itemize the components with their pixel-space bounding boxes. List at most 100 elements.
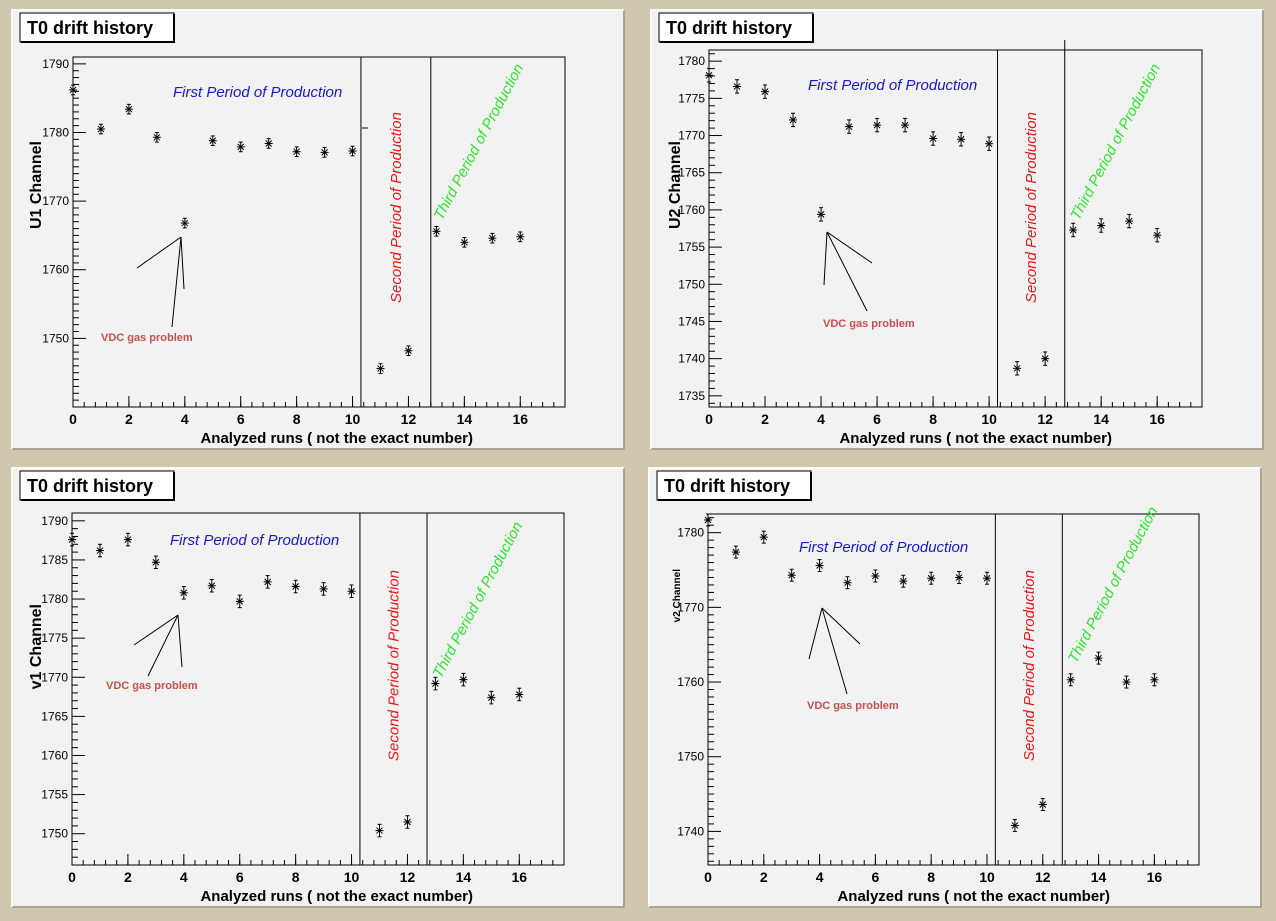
marker-stroke <box>487 694 495 701</box>
y-tick-label: 1770 <box>678 129 705 143</box>
marker-stroke <box>789 116 797 124</box>
title-frame <box>656 470 812 501</box>
chart-v2: T0 drift history 1740 1750 1760 1770 1780 0 2 4 6… <box>656 470 1200 905</box>
data-point <box>291 579 300 594</box>
x-axis-title: Analyzed runs ( not the exact number) <box>200 430 473 447</box>
marker-stroke <box>816 562 823 569</box>
y-tick-label: 1780 <box>677 526 704 540</box>
data-point <box>96 123 105 135</box>
data-point <box>432 226 441 237</box>
data-point <box>69 84 77 96</box>
title-shadow-bottom <box>21 499 175 501</box>
second-period-label: Second Period of Production <box>1023 112 1040 303</box>
chart-title: T0 drift history <box>27 18 153 38</box>
data-point <box>68 532 76 547</box>
data-point <box>982 571 991 585</box>
gas-arrow-line <box>808 607 823 660</box>
data-point <box>815 559 824 573</box>
data-point <box>843 576 852 590</box>
title-shadow-right <box>810 472 812 501</box>
data-point <box>151 555 160 570</box>
data-point <box>845 119 854 134</box>
x-tick-label: 8 <box>927 869 935 885</box>
marker-stroke <box>125 105 133 113</box>
marker-stroke <box>432 680 439 687</box>
data-point <box>873 117 882 133</box>
gas-arrow-line <box>821 607 848 695</box>
x-tick-label: 8 <box>292 869 300 885</box>
y-tick-label: 1765 <box>41 709 68 723</box>
y-tick-label: 1785 <box>41 553 68 567</box>
marker-stroke <box>96 547 104 554</box>
x-tick-label: 6 <box>237 411 245 427</box>
data-point <box>817 207 826 222</box>
data-point <box>1122 675 1131 689</box>
marker-stroke <box>68 536 76 543</box>
data-point <box>431 676 440 691</box>
x-tick-label: 16 <box>511 869 527 885</box>
marker-stroke <box>293 148 300 156</box>
data-point <box>123 532 132 547</box>
title-box: T0 drift history <box>19 470 175 501</box>
marker-stroke <box>152 558 160 566</box>
first-period-label: First Period of Production <box>808 77 977 94</box>
x-tick-label: 8 <box>929 411 937 427</box>
y-tick-label: 1775 <box>678 91 705 105</box>
second-period-label: Second Period of Production <box>1021 570 1038 761</box>
y-tick-label: 1760 <box>678 203 705 217</box>
panel-v1: T0 drift history 1750 1755 1760 1765 1770 1775… <box>11 467 625 908</box>
x-tick-label: 12 <box>1037 411 1053 427</box>
x-tick-label: 4 <box>181 411 189 427</box>
marker-stroke <box>515 691 523 698</box>
y-tick-label: 1780 <box>41 592 68 606</box>
title-frame <box>658 12 814 43</box>
marker-stroke <box>929 135 937 142</box>
first-period-label: First Period of Production <box>799 539 968 556</box>
data-point <box>1153 228 1162 243</box>
x-tick-label: 2 <box>125 411 133 427</box>
marker-stroke <box>732 548 740 556</box>
x-tick-label: 2 <box>760 869 768 885</box>
data-point <box>1150 673 1159 687</box>
x-tick-label: 10 <box>981 411 997 427</box>
first-period-label: First Period of Production <box>173 84 342 101</box>
x-tick-label: 10 <box>344 869 360 885</box>
x-tick-label: 12 <box>401 411 417 427</box>
marker-stroke <box>181 219 189 227</box>
title-shadow-right <box>812 14 814 43</box>
marker-stroke <box>292 583 299 590</box>
gas-problem-label: VDC gas problem <box>101 332 193 344</box>
title-frame <box>19 470 175 501</box>
y-tick-label: 1750 <box>677 750 704 764</box>
data-point <box>1013 361 1022 376</box>
x-axis-title: Analyzed runs ( not the exact number) <box>839 430 1112 447</box>
title-shadow-right <box>173 472 175 501</box>
marker-stroke <box>1069 226 1077 234</box>
x-tick-label: 4 <box>817 411 825 427</box>
data-point <box>347 584 356 598</box>
data-point <box>731 545 740 559</box>
chart-title: T0 drift history <box>27 476 153 496</box>
x-axis-title: Analyzed runs ( not the exact number) <box>200 888 473 905</box>
data-point <box>1041 351 1050 366</box>
data-point <box>789 112 798 128</box>
x-tick-label: 4 <box>816 869 824 885</box>
data-point <box>460 236 469 248</box>
marker-stroke <box>97 125 105 133</box>
marker-stroke <box>1153 231 1161 239</box>
gas-arrow-line <box>180 236 185 290</box>
marker-stroke <box>705 71 713 79</box>
data-point <box>929 131 938 146</box>
marker-stroke <box>872 572 879 580</box>
data-point <box>459 672 468 687</box>
data-point <box>871 569 880 583</box>
marker-stroke <box>208 582 216 590</box>
data-point <box>292 146 301 158</box>
x-axis-title: Analyzed runs ( not the exact number) <box>837 888 1110 905</box>
marker-stroke <box>236 598 244 605</box>
data-point <box>95 543 104 558</box>
data-point <box>264 138 273 149</box>
y-axis-title: v2 Channel <box>672 569 683 623</box>
x-tick-label: 2 <box>761 411 769 427</box>
y-tick-label: 1780 <box>42 125 69 139</box>
